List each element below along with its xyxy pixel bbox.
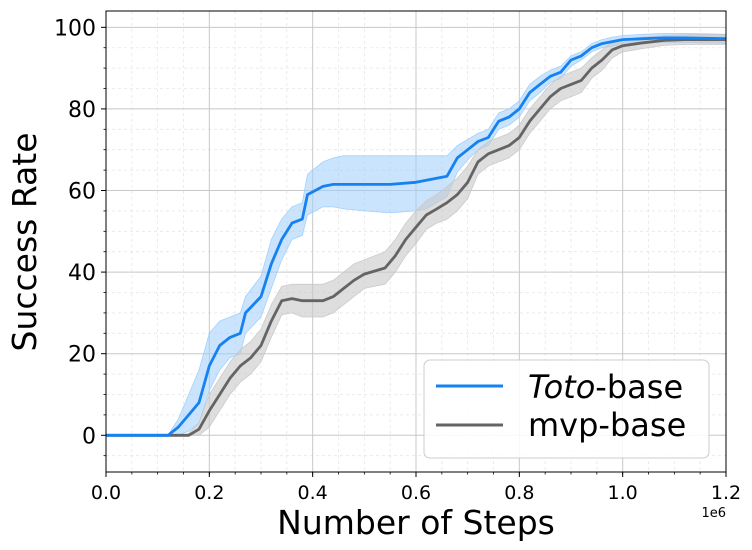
x-tick-label: 1.2: [711, 482, 741, 504]
x-tick-label: 0.6: [401, 482, 431, 504]
x-tick-label: 0.0: [91, 482, 121, 504]
x-tick-label: 1.0: [608, 482, 638, 504]
y-tick-label: 80: [68, 98, 96, 123]
y-tick-label: 100: [54, 16, 96, 41]
y-tick-label: 40: [68, 261, 96, 286]
y-tick-label: 20: [68, 343, 96, 368]
x-tick-label: 0.4: [298, 482, 328, 504]
axis-ticks: [101, 26, 727, 477]
legend: Toto-base mvp-base: [423, 359, 710, 459]
x-axis-multiplier: 1e6: [701, 506, 726, 521]
y-tick-labels: 0 20 40 60 80 100: [54, 16, 96, 449]
line-toto-base: [106, 36, 727, 437]
y-tick-label: 0: [82, 424, 96, 449]
series-lines: [106, 36, 727, 437]
line-mvp-base: [106, 38, 726, 437]
y-tick-label: 60: [68, 180, 96, 205]
x-tick-label: 0.2: [194, 482, 224, 504]
legend-label-toto-base: Toto-base: [528, 368, 683, 406]
x-tick-label: 0.8: [504, 482, 534, 504]
legend-label-mvp-base: mvp-base: [528, 406, 686, 444]
x-axis-title: Number of Steps: [277, 503, 555, 542]
x-tick-labels: 0.0 0.2 0.4 0.6 0.8 1.0 1.2: [91, 482, 741, 504]
y-axis-title: Success Rate: [5, 133, 44, 352]
